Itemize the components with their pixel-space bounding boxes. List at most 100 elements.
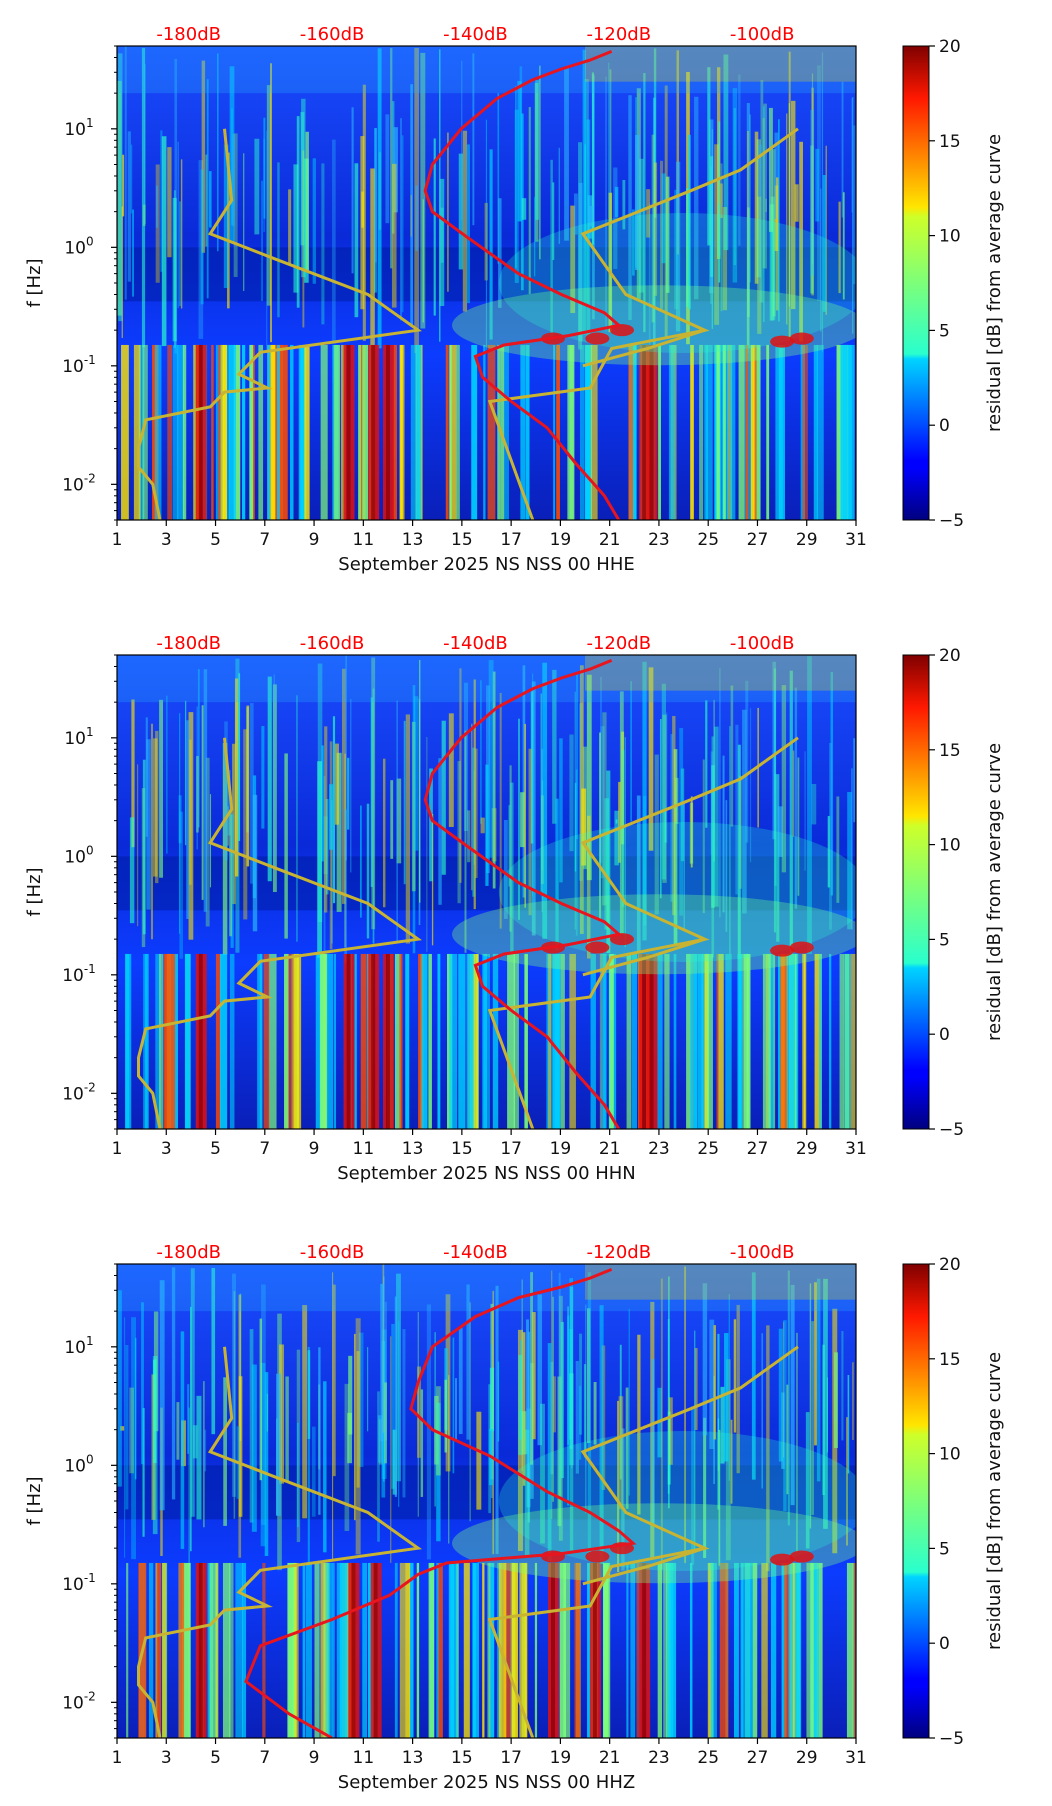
low-streak	[304, 344, 310, 520]
streak	[719, 668, 721, 918]
low-streak	[222, 344, 228, 520]
x-tick-label: 13	[402, 530, 424, 550]
streak	[702, 759, 705, 914]
streak	[354, 163, 359, 318]
streak	[526, 1408, 531, 1508]
streak	[675, 777, 679, 824]
streak	[749, 114, 751, 283]
low-streak	[222, 1562, 231, 1738]
x-tick-label: 25	[697, 1748, 719, 1768]
low-streak	[743, 953, 749, 1129]
streak	[171, 1267, 176, 1500]
streak	[396, 778, 402, 864]
streak	[670, 733, 673, 902]
high-freq-strip	[117, 1264, 856, 1312]
streak	[653, 48, 657, 218]
streak	[776, 774, 780, 942]
heatmap-area	[117, 1264, 856, 1738]
streak	[205, 757, 210, 927]
high-freq-band	[585, 1264, 856, 1300]
streak	[347, 1412, 352, 1464]
streak	[687, 134, 691, 310]
streak	[625, 1387, 629, 1509]
streak	[259, 1318, 263, 1481]
low-streak	[603, 953, 607, 1129]
high-freq-band	[585, 655, 856, 691]
noise-model-high-line	[487, 127, 799, 520]
streak	[574, 782, 577, 872]
streak	[521, 1411, 527, 1455]
streak	[668, 1276, 670, 1509]
low-streak	[456, 344, 460, 520]
red-column-core	[649, 344, 654, 520]
streak	[145, 717, 148, 837]
streak	[794, 184, 799, 222]
streak	[528, 748, 532, 916]
streak	[781, 1392, 785, 1469]
streak	[400, 118, 402, 321]
streak	[593, 1381, 597, 1445]
low-streak	[458, 953, 466, 1129]
colorbar-tick-label: 5	[939, 1539, 950, 1559]
streak	[773, 668, 777, 933]
db-scale-label: -100dB	[730, 24, 795, 45]
streak	[691, 1406, 695, 1565]
low-streak	[814, 953, 822, 1129]
streak	[509, 765, 512, 932]
low-streak	[159, 953, 164, 1129]
streak	[480, 680, 482, 824]
streak	[713, 699, 715, 862]
low-streak	[503, 1562, 512, 1738]
db-scale-label: -100dB	[730, 633, 795, 654]
low-streak	[416, 1562, 420, 1738]
streak	[196, 756, 199, 833]
streak	[540, 1403, 545, 1544]
streak	[251, 1364, 257, 1532]
streak	[583, 1364, 587, 1458]
streak	[508, 805, 511, 887]
low-streak	[569, 953, 576, 1129]
streak	[510, 782, 514, 955]
streak	[454, 1378, 458, 1440]
streak	[558, 1272, 561, 1490]
low-streak	[300, 344, 307, 520]
streak	[415, 185, 419, 251]
red-column-core	[371, 953, 376, 1129]
x-tick-label: 27	[747, 530, 769, 550]
streak	[469, 1302, 471, 1522]
streak	[847, 1374, 850, 1474]
low-streak	[209, 1562, 218, 1738]
low-streak	[332, 344, 335, 520]
low-streak	[673, 953, 677, 1129]
streak	[188, 739, 192, 885]
streak	[765, 198, 767, 213]
streak	[325, 799, 329, 895]
secondary-band	[498, 822, 856, 962]
low-streak	[339, 1562, 348, 1738]
low-streak	[358, 344, 362, 520]
streak	[231, 1273, 237, 1497]
x-tick-label: 11	[353, 1139, 375, 1159]
streak	[628, 95, 632, 320]
streak	[714, 726, 719, 907]
low-streak	[806, 1562, 814, 1738]
streak	[347, 757, 350, 830]
streak	[279, 1344, 285, 1484]
low-streak	[167, 344, 173, 520]
streak	[703, 1417, 707, 1559]
db-scale-label: -180dB	[156, 24, 221, 45]
low-streak	[563, 1562, 571, 1738]
red-column-core	[642, 1562, 647, 1738]
red-column-core	[198, 953, 203, 1129]
streak	[203, 669, 208, 912]
streak	[142, 204, 146, 226]
streak	[718, 121, 721, 283]
low-streak	[752, 1562, 758, 1738]
low-streak	[719, 1562, 728, 1738]
streak	[530, 691, 534, 844]
streak	[851, 768, 853, 930]
noise-model-high-branch	[582, 937, 706, 977]
red-column-core	[346, 344, 351, 520]
streak	[155, 185, 159, 228]
low-streak	[704, 953, 709, 1129]
